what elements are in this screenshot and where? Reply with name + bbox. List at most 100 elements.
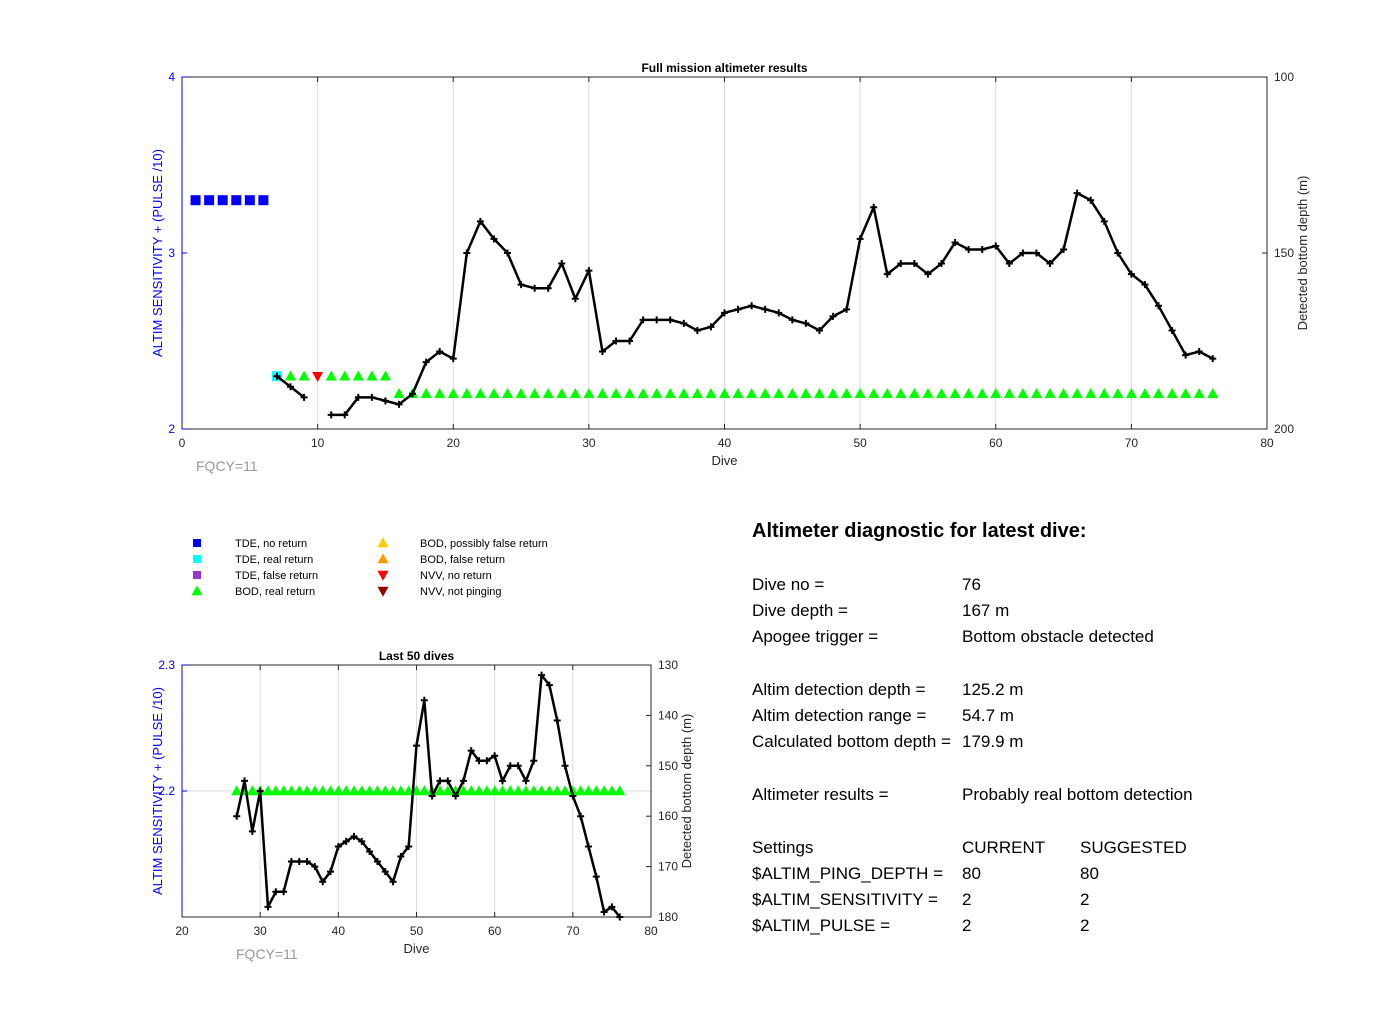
depth-point <box>569 792 577 800</box>
marker-bod-real-return <box>489 785 501 796</box>
depth-point <box>829 312 837 320</box>
y-left-tick-label: 2.2 <box>158 784 175 798</box>
marker-bod-real-return <box>800 388 812 399</box>
y-right-tick-label: 130 <box>658 658 678 672</box>
marker-bod-real-return <box>556 388 568 399</box>
x-axis-label: Dive <box>711 453 737 468</box>
depth-point <box>272 888 280 896</box>
marker-bod-real-return <box>1166 388 1178 399</box>
legend: TDE, no return TDE, real return TDE, false… <box>191 537 548 598</box>
marker-bod-real-return <box>1044 388 1056 399</box>
x-tick-label: 70 <box>1125 436 1139 450</box>
legend-marker-tde-real-return <box>193 555 201 563</box>
depth-point <box>264 903 272 911</box>
marker-bod-real-return <box>881 388 893 399</box>
marker-bod-real-return <box>340 785 352 796</box>
marker-bod-real-return <box>285 785 297 796</box>
diag-value: 125.2 m <box>962 680 1024 699</box>
depth-point <box>1073 189 1081 197</box>
diag-value: Probably real bottom detection <box>962 785 1193 804</box>
y-right-tick-label: 160 <box>658 809 678 823</box>
marker-bod-real-return <box>567 785 579 796</box>
legend-marker-nvv-not-pinging <box>377 586 389 597</box>
marker-bod-real-return <box>1058 388 1070 399</box>
depth-point <box>571 295 579 303</box>
x-tick-label: 70 <box>566 924 580 938</box>
depth-point <box>452 792 460 800</box>
depth-point <box>405 842 413 850</box>
x-tick-label: 0 <box>179 436 186 450</box>
legend-marker-tde-false-return <box>193 571 201 579</box>
marker-bod-real-return <box>949 388 961 399</box>
chart-title: Full mission altimeter results <box>641 61 807 75</box>
depth-point <box>395 400 403 408</box>
fqcy-footnote: FQCY=11 <box>236 946 298 962</box>
marker-bod-real-return <box>442 785 454 796</box>
diag-key: Altim detection range = <box>752 706 927 725</box>
depth-point <box>612 337 620 345</box>
marker-bod-real-return <box>746 388 758 399</box>
marker-bod-real-return <box>293 785 305 796</box>
marker-bod-real-return <box>908 388 920 399</box>
marker-bod-real-return <box>678 388 690 399</box>
depth-point <box>233 812 241 820</box>
depth-point <box>558 260 566 268</box>
marker-bod-real-return <box>691 388 703 399</box>
marker-bod-real-return <box>317 785 329 796</box>
marker-bod-real-return <box>705 388 717 399</box>
x-tick-label: 30 <box>253 924 267 938</box>
settings-suggested-header: SUGGESTED <box>1080 838 1187 857</box>
marker-bod-real-return <box>515 388 527 399</box>
marker-bod-real-return <box>610 388 622 399</box>
depth-point <box>802 319 810 327</box>
depth-point <box>1060 245 1068 253</box>
depth-point <box>273 372 281 380</box>
depth-point <box>584 842 592 850</box>
marker-bod-real-return <box>1003 388 1015 399</box>
depth-point <box>561 762 569 770</box>
diag-value: 76 <box>962 575 981 594</box>
marker-bod-real-return <box>759 388 771 399</box>
marker-bod-real-return <box>474 388 486 399</box>
marker-bod-real-return <box>356 785 368 796</box>
depth-point <box>319 878 327 886</box>
marker-bod-real-return <box>606 785 618 796</box>
marker-bod-real-return <box>529 388 541 399</box>
diag-key: Dive no = <box>752 575 825 594</box>
marker-bod-real-return <box>596 388 608 399</box>
depth-point <box>303 858 311 866</box>
depth-point <box>287 858 295 866</box>
depth-point <box>608 903 616 911</box>
diagnostic-title: Altimeter diagnostic for latest dive: <box>752 520 1087 542</box>
marker-bod-real-return <box>719 388 730 399</box>
depth-point <box>1127 270 1135 278</box>
depth-point <box>1032 249 1040 257</box>
depth-point <box>422 358 430 366</box>
marker-bod-real-return <box>582 785 594 796</box>
x-tick-label: 40 <box>718 436 732 450</box>
marker-bod-real-return <box>364 785 376 796</box>
marker-bod-real-return <box>583 388 595 399</box>
marker-bod-real-return <box>614 785 626 796</box>
depth-point <box>467 747 475 755</box>
depth-point <box>241 777 249 785</box>
diag-key: Dive depth = <box>752 601 848 620</box>
marker-bod-real-return <box>298 370 310 381</box>
diag-key: Altimeter results = <box>752 785 889 804</box>
y-right-axis-label: Detected bottom depth (m) <box>1295 176 1310 331</box>
y-left-tick-label: 2 <box>168 422 175 436</box>
legend-label: TDE, no return <box>235 538 307 550</box>
depth-point <box>870 203 878 211</box>
legend-label: NVV, no return <box>420 570 492 582</box>
marker-bod-real-return <box>339 370 351 381</box>
x-tick-label: 80 <box>1260 436 1274 450</box>
marker-tde-no-return <box>204 195 215 206</box>
depth-point <box>598 348 606 356</box>
depth-point <box>653 316 661 324</box>
settings-header: Settings <box>752 838 814 857</box>
marker-bod-real-return <box>551 785 563 796</box>
y-left-tick-label: 4 <box>168 70 175 84</box>
depth-point <box>666 316 674 324</box>
setting-current: 80 <box>962 864 981 883</box>
